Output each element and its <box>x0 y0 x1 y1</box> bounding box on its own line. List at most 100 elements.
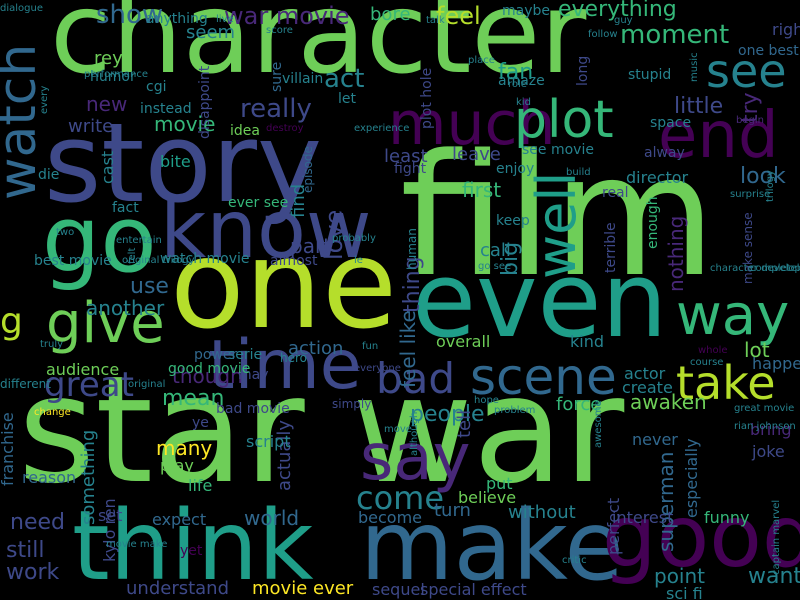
word: plot <box>514 90 614 150</box>
word: alway <box>644 145 685 161</box>
word: come <box>356 479 445 517</box>
word: sci fi <box>666 584 703 600</box>
word: episode <box>301 146 315 193</box>
word: stupid <box>628 67 672 83</box>
word: something <box>78 429 99 525</box>
word: feel like <box>396 310 420 388</box>
word: script <box>246 432 291 451</box>
word: movie ever <box>252 578 354 599</box>
word: simply <box>332 397 372 411</box>
word: experience <box>354 123 410 134</box>
word: even <box>412 239 668 361</box>
word: plot hole <box>419 67 435 129</box>
word: make <box>360 490 624 600</box>
word: one <box>170 214 398 356</box>
word: want <box>748 564 800 589</box>
word: bite <box>160 152 191 171</box>
word: g <box>0 301 23 342</box>
word: power <box>194 347 238 363</box>
word: change <box>34 407 71 418</box>
word: world <box>244 506 300 530</box>
word: enough <box>645 196 661 249</box>
word: whole <box>698 345 728 356</box>
word: yet <box>180 543 203 559</box>
word: without <box>508 502 576 523</box>
word: way <box>676 283 790 348</box>
word: turn <box>434 500 471 521</box>
word: overall <box>436 332 491 351</box>
word: movie make <box>106 539 168 550</box>
word: dialogue <box>0 3 43 14</box>
word: actor <box>624 364 666 383</box>
word: humor <box>90 69 136 85</box>
word: nothing <box>664 215 688 292</box>
word: course <box>690 357 724 368</box>
word: problem <box>494 405 536 416</box>
word: ye <box>192 415 209 431</box>
word: still <box>6 538 45 563</box>
word: believe <box>458 488 517 507</box>
word: movie <box>154 112 216 136</box>
word: role <box>508 79 527 90</box>
word: die <box>38 167 60 183</box>
word: reason <box>22 468 77 487</box>
word: perfect <box>604 497 623 555</box>
word: set <box>98 506 123 525</box>
word: place <box>468 55 495 66</box>
word: kind <box>570 332 605 351</box>
word: especially <box>682 438 701 518</box>
word: though <box>172 364 243 388</box>
word: bad movie <box>216 401 290 417</box>
word: critic <box>562 555 587 566</box>
word: franchise <box>0 412 17 486</box>
word: scene <box>470 348 617 406</box>
word: take <box>676 356 776 410</box>
word: expect <box>152 510 207 529</box>
word: moment <box>620 20 730 50</box>
word: destroy <box>266 123 304 134</box>
word: story <box>44 99 323 227</box>
word: terrible <box>603 222 619 273</box>
word: awesome <box>593 400 604 448</box>
word: new <box>86 92 128 116</box>
word: call <box>480 240 511 261</box>
word: great <box>44 365 134 405</box>
word: seem <box>186 22 236 43</box>
word: follow <box>588 29 618 40</box>
word: captain marvel <box>771 499 782 575</box>
word: well <box>525 171 588 279</box>
word: fun <box>362 341 379 352</box>
word: rey <box>94 48 123 69</box>
word: bring <box>750 420 792 439</box>
word: funny <box>704 508 750 527</box>
word: star war <box>18 344 625 516</box>
word: everything <box>558 0 677 22</box>
word: hope <box>474 395 499 406</box>
word: happen <box>752 354 800 373</box>
word: idea <box>230 123 260 139</box>
word: cast <box>98 150 117 184</box>
word: film <box>400 118 717 314</box>
word: anything <box>146 11 208 27</box>
word: character development <box>710 263 800 274</box>
word: become <box>358 508 423 527</box>
word: use <box>130 274 169 299</box>
word: least <box>384 146 428 167</box>
word: say <box>360 421 471 495</box>
word: original <box>128 379 166 390</box>
word: hero <box>280 351 307 365</box>
word: live <box>216 14 234 25</box>
word: work <box>6 560 60 585</box>
word: bore <box>370 4 411 25</box>
word: write <box>68 116 114 137</box>
word: ever see <box>228 195 289 211</box>
word: completely <box>750 263 800 274</box>
word: truly <box>40 339 64 350</box>
word: play <box>160 456 194 475</box>
word: every <box>39 85 50 114</box>
word: guy <box>614 15 633 26</box>
word: one best <box>738 43 799 59</box>
word: put <box>486 474 513 493</box>
word: fact <box>112 200 139 216</box>
